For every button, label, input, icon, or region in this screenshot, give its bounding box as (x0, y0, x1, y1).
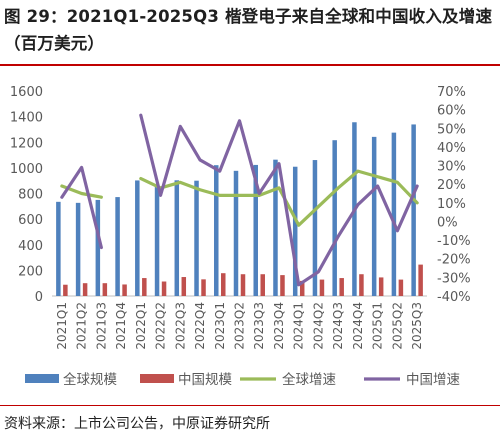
china-revenue-bar (240, 274, 246, 296)
source-note: 资料来源：上市公司公告，中原证券研究所 (4, 416, 270, 432)
right-axis-tick-label: 20% (437, 178, 466, 193)
legend-swatch (25, 374, 59, 383)
x-tick-labels: 2021Q1 2021Q2 2021Q3 2021Q4 2022Q1 2022Q2 2022… (55, 302, 424, 350)
left-axis-tick-label: 1200 (10, 136, 43, 151)
global-revenue-bar (411, 124, 416, 296)
global-revenue-bar (273, 159, 278, 296)
x-tick-label: 2024Q3 (331, 302, 345, 350)
right-axis: -40% -30% -20% -10% 0% 10% 20% 30% 40% 50% 60% 70% (437, 85, 471, 305)
china-revenue-bar (142, 278, 147, 296)
x-tick-label: 2023Q1 (213, 302, 227, 350)
right-axis-tick-label: 10% (437, 197, 466, 212)
china-revenue-bar (319, 279, 325, 296)
x-tick-label: 2022Q4 (193, 302, 207, 350)
right-axis-tick-label: 0% (437, 215, 458, 230)
left-axis-tick-label: 800 (18, 188, 43, 203)
china-revenue-bar (339, 278, 344, 296)
global-revenue-bar (371, 136, 377, 296)
global-revenue-bar (174, 180, 180, 296)
right-axis-tick-label: -30% (437, 271, 471, 286)
x-tick-label: 2022Q2 (154, 302, 168, 350)
china-revenue-bar (82, 283, 88, 296)
china-revenue-bar (201, 279, 206, 296)
x-tick-label: 2022Q1 (134, 302, 148, 350)
global-revenue-bar (292, 166, 298, 296)
global-revenue-bar (56, 201, 61, 296)
china-revenue-bar (299, 280, 305, 296)
x-tick-label: 2022Q3 (173, 302, 187, 350)
chart: 0 200 400 600 800 1000 1200 1400 1600 -40% -30% -2… (10, 85, 471, 388)
x-tick-label: 2024Q1 (292, 302, 306, 350)
lines (60, 113, 419, 287)
global-revenue-bar (332, 140, 337, 296)
left-axis-tick-label: 1600 (10, 85, 43, 100)
right-axis-tick-label: 70% (437, 85, 466, 100)
left-axis-tick-label: 0 (35, 290, 43, 305)
china-revenue-bar (359, 274, 364, 296)
x-tick-label: 2024Q2 (311, 302, 325, 350)
global-growth-line (139, 169, 419, 227)
left-axis: 0 200 400 600 800 1000 1200 1400 1600 (10, 85, 43, 305)
china-growth-line (60, 165, 103, 250)
left-axis-tick-label: 1000 (10, 162, 43, 177)
china-revenue-bar (102, 283, 108, 296)
global-revenue-bar (135, 180, 140, 296)
china-revenue-bar (260, 274, 265, 296)
legend-label: 中国增速 (406, 372, 460, 388)
global-revenue-bar (75, 202, 81, 296)
global-revenue-bar (154, 186, 160, 296)
china-revenue-bar (418, 264, 423, 296)
x-tick-label: 2021Q2 (75, 302, 89, 350)
x-tick-label: 2025Q3 (410, 302, 424, 350)
china-revenue-bar (181, 277, 187, 296)
right-axis-tick-label: -20% (437, 253, 471, 268)
right-axis-tick-label: -40% (437, 290, 471, 305)
right-axis-tick-label: 60% (437, 104, 466, 119)
legend-label: 全球增速 (282, 371, 336, 388)
bottom-rule (0, 405, 500, 406)
right-axis-tick-label: 30% (437, 160, 466, 175)
china-growth-line (139, 113, 419, 287)
top-rule (0, 64, 500, 66)
legend: 全球规模 中国规模 全球增速 中国增速 (25, 371, 460, 388)
x-tick-label: 2025Q2 (390, 302, 404, 350)
global-revenue-bar (233, 170, 239, 296)
global-revenue-bar (115, 197, 120, 296)
x-tick-label: 2023Q4 (272, 302, 286, 350)
left-axis-tick-label: 200 (18, 264, 43, 279)
china-revenue-bar (378, 277, 384, 296)
china-revenue-bar (161, 281, 167, 296)
figure-title: 图 29：2021Q1-2025Q3 楷登电子来自全球和中国收入及增速（百万美元… (4, 7, 493, 53)
global-revenue-bar (194, 180, 199, 296)
x-tick-label: 2025Q1 (371, 302, 385, 350)
right-axis-tick-label: -10% (437, 234, 471, 249)
global-revenue-bar (95, 199, 101, 296)
right-axis-tick-label: 40% (437, 141, 466, 156)
global-revenue-bar (214, 165, 219, 296)
x-tick-label: 2023Q3 (252, 302, 266, 350)
left-axis-tick-label: 1400 (10, 111, 43, 126)
china-revenue-bar (63, 284, 68, 296)
right-axis-tick-label: 50% (437, 122, 466, 137)
china-revenue-bar (122, 284, 127, 296)
china-revenue-bar (221, 273, 226, 296)
x-tick-label: 2021Q3 (94, 302, 108, 350)
global-revenue-bar (391, 132, 397, 296)
legend-swatch (140, 374, 174, 383)
global-revenue-bar (253, 164, 258, 296)
left-axis-tick-label: 600 (18, 213, 43, 228)
left-axis-tick-label: 400 (18, 239, 43, 254)
global-revenue-bar (312, 160, 318, 296)
x-tick-label: 2021Q1 (55, 302, 69, 350)
china-revenue-bar (398, 279, 404, 296)
legend-label: 全球规模 (63, 371, 117, 388)
x-tick-label: 2024Q4 (351, 302, 365, 350)
x-tick-label: 2021Q4 (114, 302, 128, 350)
china-revenue-bar (280, 275, 285, 296)
bars (56, 122, 423, 296)
x-tick-label: 2023Q2 (233, 302, 247, 350)
legend-label: 中国规模 (178, 372, 232, 388)
